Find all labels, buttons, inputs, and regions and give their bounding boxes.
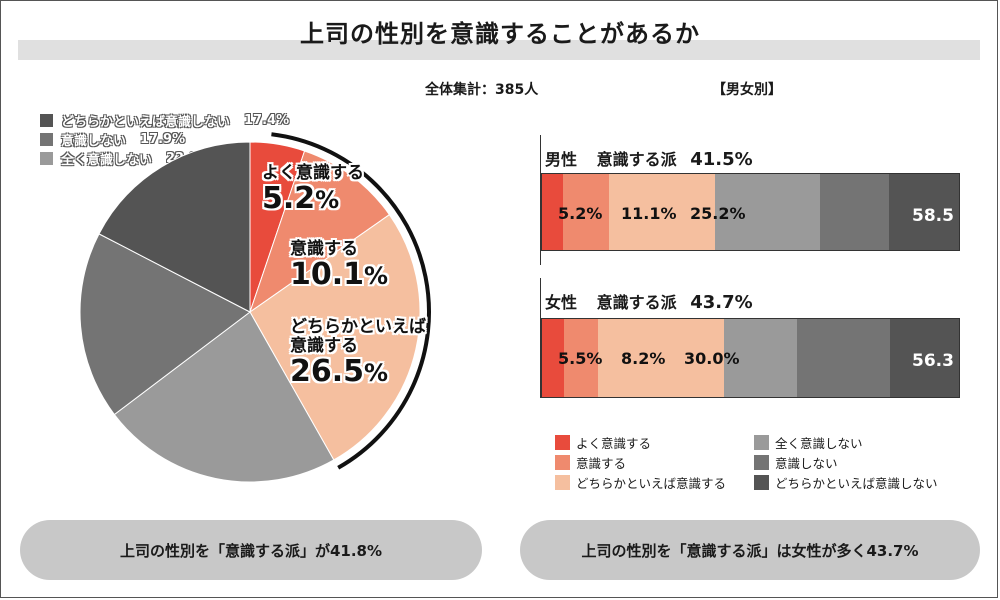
bar-label: 8.2% <box>621 349 666 368</box>
bar-segment <box>541 318 565 398</box>
pie-legend-item: 意識しない 17.9% <box>40 130 289 149</box>
legend-swatch <box>555 475 570 490</box>
pie-label-name: 意識する <box>290 239 358 259</box>
pie-label-very-aware: よく意識する 5.2% <box>262 164 364 216</box>
pie-label-percent: % <box>364 359 389 387</box>
legend-label: どちらかといえば意識しない <box>775 476 938 491</box>
pie-legend-swatch <box>40 114 53 127</box>
pie-legend-swatch <box>40 133 53 146</box>
bar-segment <box>598 318 725 398</box>
male-label: 男性 <box>545 150 578 169</box>
bar-legend-item: 意識する <box>555 453 626 472</box>
female-group-total: 43.7% <box>690 292 753 313</box>
pie-label-number: 5.2 <box>262 181 316 216</box>
bar-label: 11.1% <box>621 204 677 223</box>
bar-legend-item: 全く意識しない <box>754 433 863 452</box>
pie-label-value: 5.2% <box>262 183 364 216</box>
pie-slice <box>113 311 335 483</box>
by-gender-heading: 【男女別】 <box>712 82 782 98</box>
pie-legend-label: 全く意識しない <box>61 153 153 168</box>
bar-segment <box>609 173 715 251</box>
female-group-label: 意識する派 <box>596 293 677 312</box>
pie-legend-item: どちらかといえば意識しない 17.4% <box>40 111 289 130</box>
bar-segment <box>724 318 798 398</box>
pie-label-percent: % <box>315 186 340 214</box>
bar-legend-item: どちらかといえば意識しない <box>754 473 938 492</box>
bar-segment <box>562 173 610 251</box>
bar-segment <box>541 173 563 251</box>
bar-label: 5.5% <box>558 349 603 368</box>
legend-label: 意識しない <box>775 456 838 471</box>
pie-label-value: 26.5% <box>290 356 426 389</box>
pie-slice <box>249 150 391 314</box>
pie-label-name: どちらかといえば <box>290 317 426 337</box>
pie-legend-value: 17.9% <box>140 132 186 147</box>
bar-legend-item: よく意識する <box>555 433 651 452</box>
bar-segment <box>714 173 820 251</box>
pie-slice <box>79 233 251 416</box>
male-group-label: 意識する派 <box>596 150 677 169</box>
bar-outline <box>541 173 960 251</box>
legend-label: よく意識する <box>576 436 652 451</box>
pie-label-name: よく意識する <box>262 163 364 183</box>
pie-label-value: 10.1% <box>290 259 388 292</box>
total-count: 全体集計：385人 <box>425 82 539 98</box>
bar-total-label: 58.5 <box>912 206 954 226</box>
pie-legend-value: 17.4% <box>244 113 290 128</box>
female-heading: 女性 意識する派 43.7% <box>545 289 753 313</box>
bar-label: 5.2% <box>558 204 603 223</box>
bar-segment <box>564 318 599 398</box>
bar-total-label: 56.3 <box>912 351 954 371</box>
pie-label-aware: 意識する 10.1% <box>290 240 388 292</box>
pie-slice <box>98 141 251 313</box>
male-group-total: 41.5% <box>690 149 753 170</box>
legend-label: 全く意識しない <box>775 436 863 451</box>
legend-label: 意識する <box>576 456 627 471</box>
bar-segment <box>889 318 960 398</box>
legend-swatch <box>555 455 570 470</box>
pie-label-name-2: 意識する <box>290 336 358 356</box>
bar-legend-item: 意識しない <box>754 453 838 472</box>
female-label: 女性 <box>545 293 578 312</box>
bar-segment <box>888 173 960 251</box>
pie-legend-label: 意識しない <box>61 134 127 149</box>
legend-swatch <box>754 475 769 490</box>
bar-label: 30.0% <box>684 349 740 368</box>
legend-label: どちらかといえば意識する <box>576 476 727 491</box>
pie-legend-swatch <box>40 152 53 165</box>
pie-legend-label: どちらかといえば意識しない <box>61 115 231 130</box>
pie-label-number: 10.1 <box>290 257 365 292</box>
pie-label-somewhat-aware: どちらかといえば 意識する 26.5% <box>290 318 426 389</box>
pie-slice <box>249 213 421 461</box>
bar-axis-male <box>540 135 541 265</box>
bar-outline <box>541 318 960 398</box>
legend-swatch <box>754 435 769 450</box>
title-band <box>18 40 980 60</box>
aware-group-arc <box>271 132 431 470</box>
legend-swatch <box>754 455 769 470</box>
pie-label-percent: % <box>364 262 389 290</box>
bar-axis-female <box>540 278 541 398</box>
pie-label-number: 26.5 <box>290 354 365 389</box>
chart-title: 上司の性別を意識することがあるか <box>300 20 700 48</box>
bar-label: 25.2% <box>690 204 746 223</box>
summary-right: 上司の性別を「意識する派」は女性が多く43.7% <box>520 520 980 580</box>
male-heading: 男性 意識する派 41.5% <box>545 146 753 170</box>
summary-left: 上司の性別を「意識する派」が41.8% <box>20 520 482 580</box>
bar-segment <box>797 318 890 398</box>
legend-swatch <box>555 435 570 450</box>
bar-legend-item: どちらかといえば意識する <box>555 473 726 492</box>
bar-segment <box>819 173 889 251</box>
